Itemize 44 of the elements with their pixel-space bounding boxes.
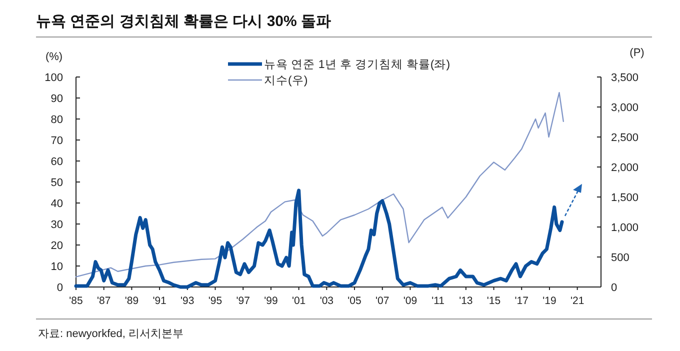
x-tick-label: '13: [459, 295, 473, 307]
y2-tick-label: 1,000: [611, 222, 639, 234]
x-tick-label: '03: [320, 295, 334, 307]
x-tick-label: '95: [208, 295, 222, 307]
y2-tick-label: 2,000: [611, 162, 639, 174]
x-tick-label: '09: [403, 295, 418, 307]
y-tick-label: 80: [50, 114, 63, 126]
legend-label: 뉴욕 연준 1년 후 경기침체 확률(좌): [264, 59, 450, 71]
y2-tick-label: 3,000: [611, 102, 639, 114]
x-tick-label: '97: [236, 295, 250, 307]
x-tick-label: '85: [69, 295, 83, 307]
x-tick-label: '87: [97, 295, 111, 307]
text: 자료: newyorkfed, 리서치본부: [38, 328, 184, 340]
x-tick-label: '21: [570, 295, 584, 307]
y-tick-label: 50: [50, 177, 63, 189]
legend-label: 지수(우): [264, 75, 308, 87]
y2-tick-label: 500: [611, 252, 630, 264]
x-tick-label: '91: [152, 295, 167, 307]
x-tick-label: '15: [486, 295, 501, 307]
y2-tick-label: 2,500: [611, 132, 639, 144]
x-tick-label: '93: [180, 295, 194, 307]
y-tick-label: 30: [50, 219, 63, 231]
y2-tick-label: 3,500: [611, 72, 639, 84]
x-tick-label: '99: [264, 295, 278, 307]
x-tick-label: '89: [124, 295, 139, 307]
y2-axis-title: (P): [630, 47, 644, 59]
y2-tick-label: 1,500: [611, 192, 639, 204]
y-tick-label: 0: [56, 282, 63, 294]
x-tick-label: '17: [514, 295, 529, 307]
y-tick-label: 90: [50, 93, 63, 105]
y-tick-label: 10: [50, 261, 63, 273]
y-tick-label: 60: [50, 156, 63, 168]
x-tick-label: '11: [432, 295, 445, 307]
x-tick-label: '05: [348, 295, 362, 307]
y-tick-label: 100: [44, 72, 63, 84]
x-tick-label: '01: [292, 295, 306, 307]
y2-tick-label: 0: [611, 282, 618, 294]
y-tick-label: 70: [50, 135, 63, 147]
y-tick-label: 40: [50, 198, 63, 210]
chart-title: 뉴욕 연준의 경치침체 확률은 다시 30% 돌파: [36, 13, 332, 30]
x-tick-label: '07: [376, 295, 390, 307]
x-tick-label: '19: [542, 295, 556, 307]
y-axis-title: (%): [45, 51, 63, 63]
y-tick-label: 20: [50, 240, 63, 252]
